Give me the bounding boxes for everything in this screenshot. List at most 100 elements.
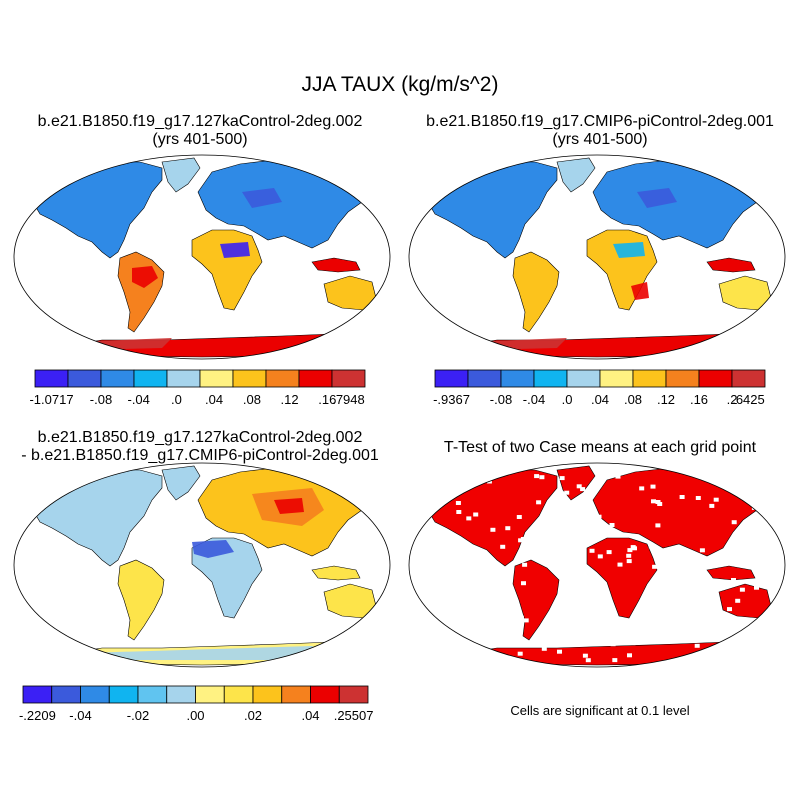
non-significant-cell: [559, 476, 565, 481]
non-significant-cell: [500, 544, 506, 549]
non-significant-cell: [682, 618, 688, 623]
non-significant-cell: [660, 610, 666, 615]
colorbar-label: -.08: [490, 392, 512, 407]
non-significant-cell: [587, 514, 592, 519]
colorbar-swatch: [533, 369, 568, 388]
non-significant-cell: [753, 567, 759, 572]
non-significant-cell: [576, 564, 581, 569]
non-significant-cell: [735, 598, 741, 603]
landmass-southAmerica: [512, 559, 560, 641]
non-significant-cell: [508, 638, 514, 642]
non-significant-cell: [606, 550, 612, 555]
non-significant-cell: [505, 627, 511, 632]
colorbar-label: .04: [591, 392, 609, 407]
colorbar-swatch: [698, 369, 733, 388]
field-pattern-3: [52, 646, 332, 660]
field-pattern-0: [132, 266, 158, 288]
non-significant-cell: [676, 563, 681, 568]
non-significant-cell: [695, 604, 701, 609]
non-significant-cell: [627, 548, 633, 553]
colorbar-swatch: [199, 369, 234, 388]
colorbar-label: -.04: [523, 392, 545, 407]
panel-3-case-a: b.e21.B1850.f19_g17.127kaControl-2deg.00…: [37, 429, 363, 446]
landmass-southAmerica: [117, 559, 165, 641]
non-significant-cell: [593, 576, 599, 581]
colorbar-label: .0: [171, 392, 182, 407]
non-significant-cell: [585, 658, 591, 663]
non-significant-cell: [456, 510, 462, 514]
non-significant-cell: [739, 587, 745, 592]
colorbar-label: -1.0717: [30, 392, 74, 407]
non-significant-cell: [534, 474, 540, 479]
colorbar-swatch: [467, 369, 502, 388]
non-significant-cell: [536, 500, 542, 505]
panel-1-case-name: b.e21.B1850.f19_g17.127kaControl-2deg.00…: [37, 113, 363, 130]
non-significant-cell: [610, 642, 616, 647]
non-significant-cell: [746, 654, 752, 659]
map-border: [13, 154, 391, 360]
non-significant-cell: [713, 497, 719, 502]
non-significant-cell: [695, 496, 701, 500]
non-significant-cell: [516, 515, 522, 519]
non-significant-cell: [541, 646, 547, 651]
colorbar-label: .16: [690, 392, 708, 407]
colorbar-swatch: [632, 369, 667, 388]
colorbar-label: .04: [301, 708, 319, 723]
non-significant-cell: [612, 658, 618, 663]
field-pattern-1: [220, 242, 250, 258]
colorbar-swatch: [665, 369, 700, 388]
non-significant-cell: [613, 532, 618, 537]
colorbar-label: -.2209: [19, 708, 56, 723]
non-significant-cell: [522, 562, 528, 567]
panel-2-title: b.e21.B1850.f19_g17.CMIP6-piControl-2deg…: [400, 113, 800, 149]
panel-1-map: [13, 154, 391, 360]
colorbar-swatch: [731, 369, 766, 388]
non-significant-cell: [576, 484, 582, 489]
non-significant-cell: [454, 474, 460, 478]
colorbar-swatch: [166, 369, 201, 388]
non-significant-cell: [466, 516, 472, 521]
landmass-indonesia: [706, 565, 756, 581]
non-significant-cell: [657, 502, 663, 506]
non-significant-cell: [615, 474, 621, 479]
panel-4-title: T-Test of two Case means at each grid po…: [443, 439, 757, 456]
landmass-indonesia: [311, 257, 361, 273]
colorbar-label: .04: [205, 392, 223, 407]
panel-3-title: b.e21.B1850.f19_g17.127kaControl-2deg.00…: [0, 429, 400, 465]
colorbar-label: -.04: [69, 708, 91, 723]
non-significant-cell: [454, 646, 460, 650]
non-significant-cell: [453, 637, 459, 642]
non-significant-cell: [658, 592, 664, 597]
non-significant-cell: [627, 653, 632, 658]
non-significant-cell: [577, 566, 583, 571]
non-significant-cell: [727, 607, 732, 612]
non-significant-cell: [667, 602, 673, 607]
map-border: [408, 154, 786, 360]
colorbar-label: .02: [244, 708, 262, 723]
non-significant-cell: [576, 629, 582, 634]
non-significant-cell: [754, 585, 759, 590]
landmass-indonesia: [706, 257, 756, 273]
non-significant-cell: [626, 559, 632, 564]
non-significant-cell: [569, 574, 575, 579]
colorbar-label: .2: [727, 392, 738, 407]
colorbar-swatch: [331, 369, 366, 388]
non-significant-cell: [709, 503, 715, 508]
non-significant-cell: [728, 650, 734, 655]
panel-2-years: (yrs 401-500): [552, 131, 648, 148]
field-pattern-1: [631, 282, 649, 300]
non-significant-cell: [453, 637, 459, 641]
colorbar-label: .00: [186, 708, 204, 723]
non-significant-cell: [557, 649, 562, 654]
field-pattern-0: [613, 242, 645, 258]
colorbar-swatch: [566, 369, 601, 388]
colorbar-swatch: [34, 369, 69, 388]
non-significant-cell: [751, 531, 757, 536]
colorbar-swatch: [108, 685, 139, 704]
non-significant-cell: [483, 470, 488, 475]
non-significant-cell: [757, 575, 763, 580]
non-significant-cell: [544, 514, 550, 518]
non-significant-cell: [521, 581, 526, 586]
non-significant-cell: [626, 553, 632, 558]
field-pattern-1: [274, 498, 304, 514]
